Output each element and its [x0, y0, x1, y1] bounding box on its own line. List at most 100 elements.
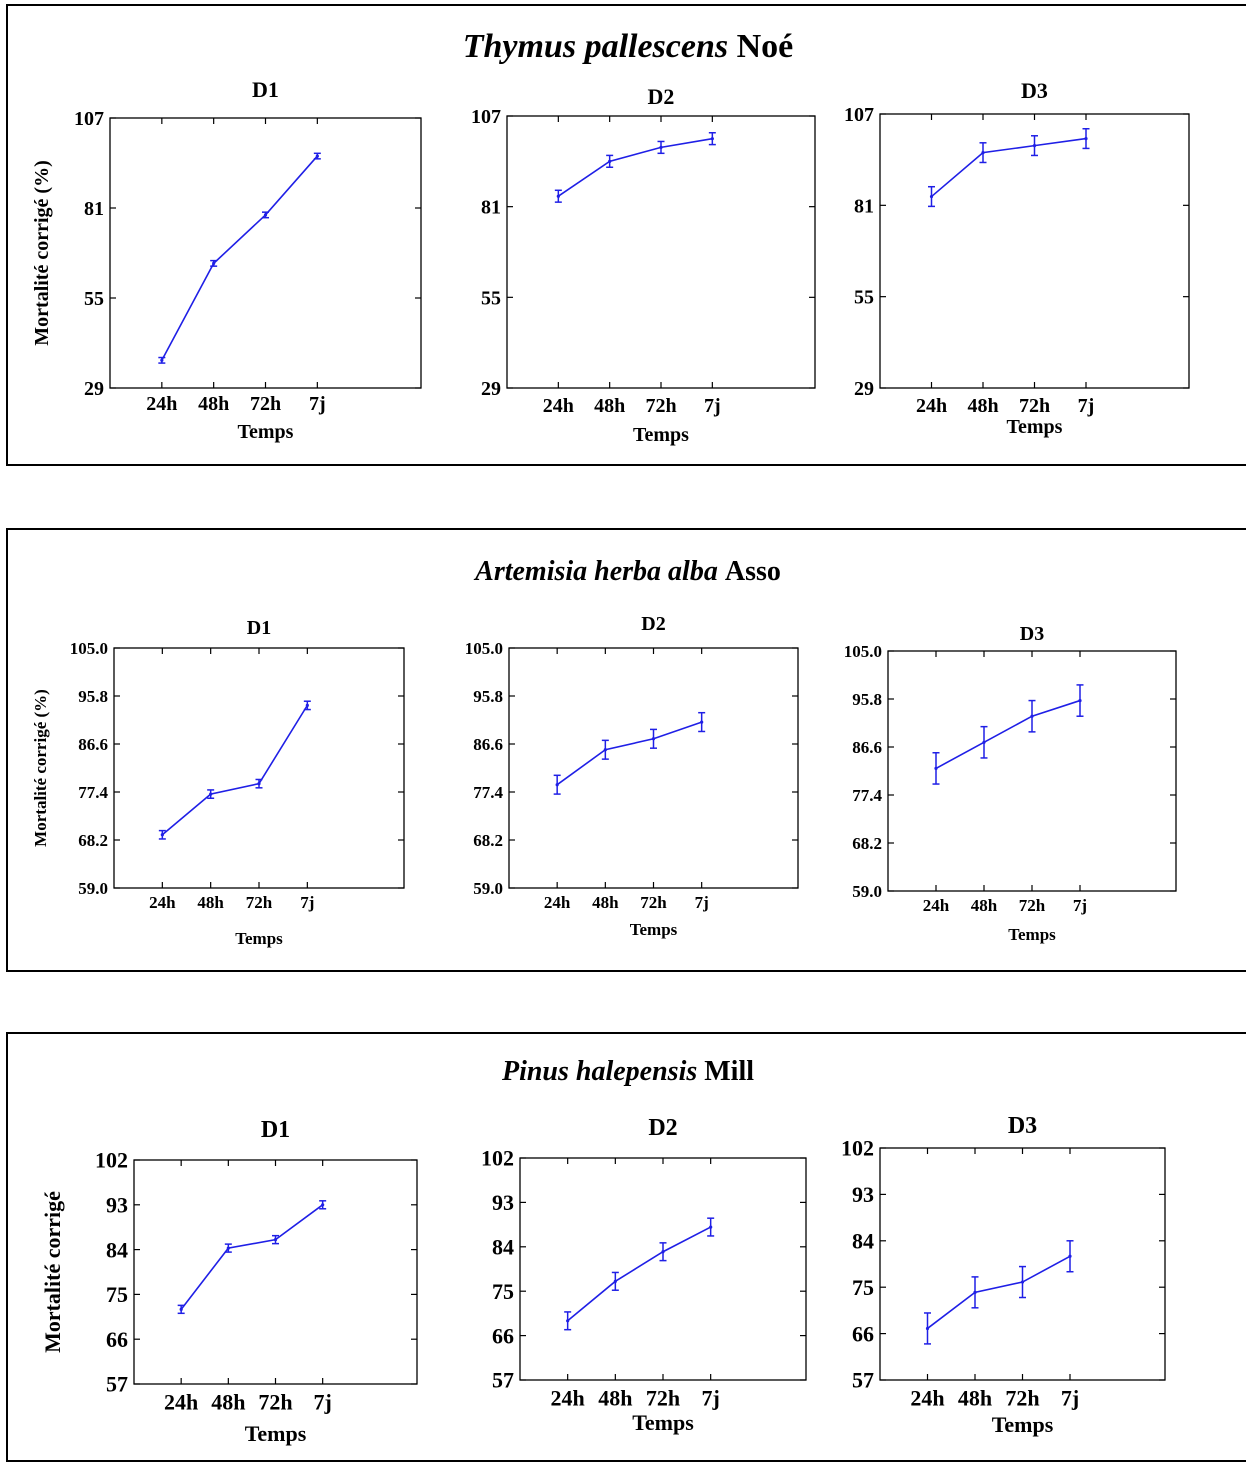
- y-tick-label: 95.8: [473, 687, 503, 706]
- chart-title: D1: [247, 617, 271, 639]
- x-tick-label: 72h: [246, 893, 273, 912]
- y-tick-label: 84: [492, 1235, 514, 1260]
- series-line: [930, 137, 1087, 198]
- chart-title: D3: [1008, 1113, 1037, 1139]
- x-tick-label: 48h: [594, 395, 625, 417]
- data-point: [209, 792, 213, 796]
- panel-artemisia: Artemisia herba alba Asso: [6, 528, 1246, 972]
- series-line: [180, 1204, 324, 1310]
- panel-title: Artemisia herba alba Asso: [8, 556, 1246, 588]
- data-point: [929, 194, 934, 199]
- x-tick-label: 72h: [645, 395, 676, 417]
- x-axis-label: Temps: [245, 1421, 307, 1446]
- y-tick-label: 81: [481, 197, 501, 219]
- y-tick-label: 81: [854, 195, 874, 217]
- y-tick-label: 77.4: [852, 786, 882, 805]
- x-tick-label: 48h: [958, 1386, 992, 1411]
- x-tick-label: 24h: [164, 1390, 198, 1415]
- x-tick-label: 48h: [211, 1390, 245, 1415]
- data-point: [651, 737, 656, 741]
- data-point: [981, 151, 985, 155]
- x-tick-label: 7j: [704, 395, 721, 417]
- data-point: [305, 703, 309, 707]
- data-point: [973, 1290, 977, 1294]
- y-tick-label: 59.0: [473, 879, 503, 898]
- data-point: [263, 213, 268, 217]
- data-point: [273, 1238, 278, 1242]
- data-point: [257, 782, 261, 786]
- x-tick-label: 24h: [551, 1386, 585, 1411]
- y-tick-label: 29: [481, 378, 501, 400]
- chart-title: D2: [641, 613, 665, 635]
- y-tick-label: 68.2: [852, 834, 882, 853]
- data-point: [160, 358, 164, 362]
- x-tick-label: 7j: [309, 393, 326, 415]
- y-tick-label: 77.4: [78, 783, 108, 802]
- data-point: [566, 1319, 570, 1323]
- data-point: [659, 145, 663, 149]
- data-point: [1078, 698, 1082, 703]
- data-point: [321, 1203, 325, 1207]
- x-tick-label: 7j: [695, 893, 709, 912]
- y-tick-label: 95.8: [852, 690, 882, 709]
- data-point: [1032, 144, 1037, 148]
- x-tick-label: 48h: [971, 896, 998, 915]
- species-author: Mill: [704, 1056, 755, 1087]
- x-tick-label: 7j: [1073, 896, 1087, 915]
- y-tick-label: 84: [852, 1229, 874, 1254]
- data-point: [1068, 1254, 1072, 1258]
- x-tick-label: 48h: [197, 893, 224, 912]
- y-tick-label: 66: [492, 1323, 514, 1348]
- y-tick-label: 93: [852, 1182, 874, 1207]
- data-point: [556, 194, 560, 198]
- data-point: [608, 159, 612, 163]
- data-point: [710, 137, 714, 141]
- x-tick-label: 24h: [146, 393, 177, 415]
- y-tick-label: 86.6: [852, 738, 882, 757]
- x-tick-label: 48h: [592, 893, 619, 912]
- x-tick-label: 72h: [258, 1390, 292, 1415]
- chart-title: D2: [648, 1115, 677, 1141]
- chart-title: D1: [252, 77, 279, 102]
- y-tick-label: 107: [844, 104, 874, 126]
- y-tick-label: 95.8: [78, 687, 108, 706]
- y-tick-label: 102: [481, 1146, 514, 1171]
- series-line: [556, 721, 702, 786]
- y-tick-label: 75: [492, 1279, 514, 1304]
- y-tick-label: 93: [492, 1190, 514, 1215]
- x-tick-label: 24h: [149, 893, 176, 912]
- species-author: Asso: [724, 556, 781, 587]
- x-tick-label: 7j: [300, 893, 314, 912]
- y-tick-label: 107: [471, 106, 501, 128]
- series-line: [557, 137, 713, 197]
- y-tick-label: 59.0: [852, 882, 882, 901]
- data-point: [925, 1326, 930, 1331]
- data-point: [661, 1250, 665, 1254]
- plot-frame: [879, 1147, 1166, 1381]
- x-tick-label: 72h: [646, 1386, 680, 1411]
- x-axis-label: Temps: [630, 920, 678, 939]
- chart-title: D2: [648, 84, 675, 109]
- x-tick-label: 48h: [598, 1386, 632, 1411]
- panel-pinus: Pinus halepensis Mill: [6, 1032, 1246, 1462]
- data-point: [603, 748, 607, 752]
- x-axis-label: Temps: [633, 424, 689, 446]
- series-line: [161, 155, 318, 361]
- y-tick-label: 105.0: [844, 642, 882, 661]
- chart-title: D3: [1021, 78, 1048, 103]
- x-tick-label: 72h: [250, 393, 281, 415]
- y-tick-label: 55: [854, 287, 874, 309]
- y-tick-label: 57: [106, 1372, 128, 1397]
- y-axis-label: Mortalité corrigé (%): [31, 689, 50, 847]
- y-tick-label: 81: [84, 198, 104, 220]
- y-tick-label: 75: [106, 1282, 128, 1307]
- x-tick-label: 7j: [1061, 1386, 1079, 1411]
- x-axis-label: Temps: [992, 1412, 1054, 1437]
- species-author: Noé: [736, 28, 794, 65]
- data-point: [555, 783, 559, 787]
